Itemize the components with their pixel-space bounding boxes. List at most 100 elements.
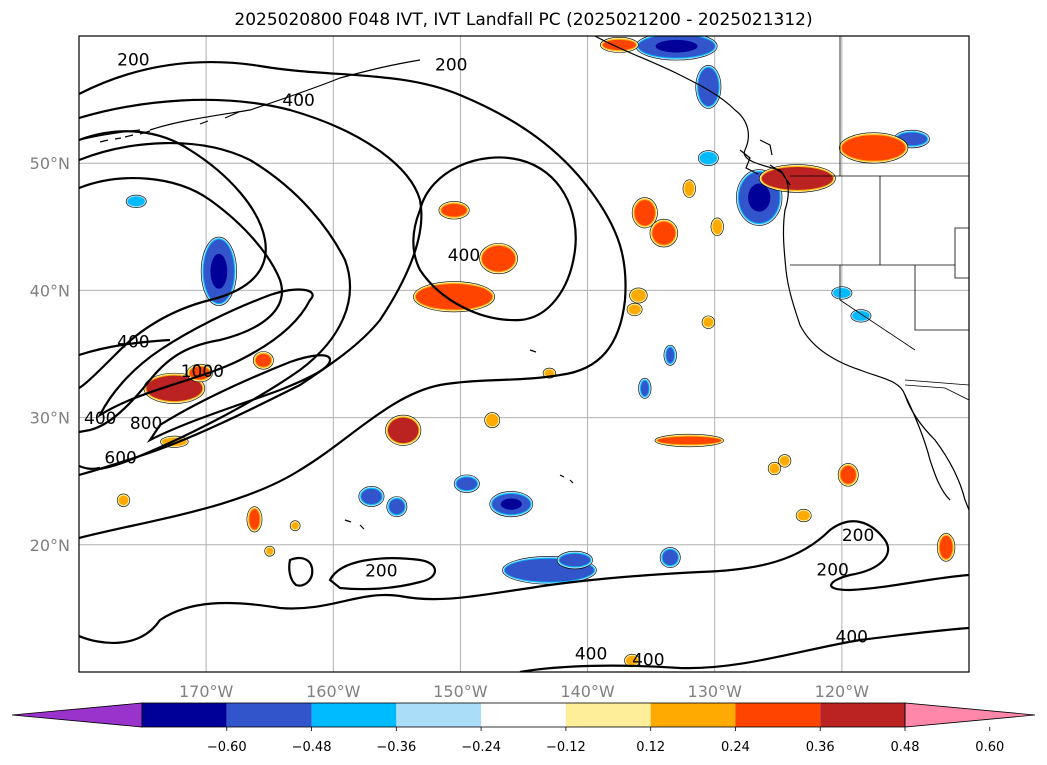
positive-pc-blob	[143, 372, 206, 404]
contour-value-label: 200	[365, 562, 397, 582]
ivt-contours	[79, 61, 969, 672]
positive-pc-blob	[413, 281, 496, 313]
contour-200-south	[79, 520, 969, 644]
negative-pc-blob	[697, 150, 719, 167]
contour-600-inner	[79, 177, 283, 434]
colorbar-tick-label: −0.12	[546, 740, 586, 755]
negative-pc-blob	[386, 496, 408, 518]
colorbar-segment	[226, 703, 312, 727]
aleutians	[99, 111, 240, 143]
lon-tick-label: 160°W	[306, 682, 361, 701]
map-frame	[78, 35, 970, 673]
colorbar-tick-label: −0.24	[461, 740, 501, 755]
positive-pc-blob	[624, 653, 640, 668]
negative-pc-blob	[850, 309, 872, 323]
colorbar-frame	[141, 702, 906, 728]
colorbar-tick-label: −0.48	[292, 740, 332, 755]
contour-value-label: 200	[842, 526, 874, 546]
colorbar-extend-low	[11, 702, 143, 728]
negative-pc-blob	[358, 486, 385, 507]
positive-pc-blob	[767, 461, 782, 476]
lat-tick-label: 50°N	[30, 154, 70, 173]
contour-400-south	[519, 626, 969, 672]
mexico-border	[904, 384, 969, 401]
positive-pc-blob	[839, 132, 909, 164]
contour-value-label: 400	[575, 644, 607, 664]
contour-600	[79, 142, 352, 470]
contour-200-hook	[288, 557, 314, 587]
colorbar-segment	[396, 703, 482, 727]
negative-pc-blob	[638, 377, 652, 399]
positive-pc-blob	[479, 243, 518, 275]
colorbar-segment	[735, 703, 821, 727]
colorbar-segment	[142, 703, 227, 727]
positive-pc-blob	[758, 164, 836, 193]
baja-coast	[904, 394, 951, 501]
colorbar-segment	[311, 703, 397, 727]
landfall-pc-shading	[116, 36, 956, 668]
positive-pc-blob	[289, 520, 301, 532]
map-title: 2025020800 F048 IVT, IVT Landfall PC (20…	[234, 10, 813, 30]
positive-pc-blob	[631, 197, 658, 229]
colorbar-segment	[650, 703, 736, 727]
contour-200-north	[79, 61, 627, 540]
lat-tick-label: 30°N	[30, 409, 70, 428]
positive-pc-blob	[600, 37, 639, 53]
lon-tick-label: 120°W	[815, 682, 870, 701]
contour-800	[97, 288, 314, 419]
contour-value-label: 400	[84, 409, 116, 429]
positive-pc-blob	[682, 179, 696, 198]
contour-value-label: 200	[816, 560, 848, 580]
state-borders	[790, 176, 969, 386]
contour-value-label: 1000	[181, 362, 224, 382]
contour-value-label: 400	[632, 651, 664, 671]
coastlines	[79, 36, 969, 530]
positive-pc-blob	[936, 533, 956, 562]
lon-tick-label: 140°W	[560, 682, 615, 701]
positive-pc-blob	[438, 201, 470, 220]
contour-value-label: 600	[104, 448, 136, 468]
hawaii-islands	[344, 349, 574, 530]
negative-pc-blob	[453, 474, 480, 493]
colorbar-extend-high	[904, 702, 1036, 728]
positive-pc-blob	[629, 287, 648, 304]
colorbar-segment	[481, 703, 566, 727]
contour-arm	[79, 130, 267, 389]
positive-pc-blob	[484, 412, 501, 429]
colorbar-tick-label: 0.60	[975, 740, 1004, 755]
lat-tick-label: 40°N	[30, 281, 70, 300]
positive-pc-blob	[837, 463, 859, 487]
colorbar-segment	[820, 703, 905, 727]
contour-1000	[146, 354, 332, 443]
contour-labels: 200 200 400 400 400 400 1000 800 600 200 200 200 400…	[84, 50, 874, 670]
positive-pc-blob	[701, 315, 715, 329]
negative-pc-blob	[125, 194, 147, 208]
contour-value-label: 400	[448, 246, 480, 266]
positive-pc-blob	[778, 454, 792, 468]
negative-pc-blob	[635, 36, 718, 61]
positive-pc-blob	[649, 218, 679, 248]
colorbar-segment	[565, 703, 651, 727]
colorbar-tick-label: 0.48	[891, 740, 920, 755]
positive-pc-blob	[264, 545, 276, 557]
contour-value-label: 400	[117, 333, 149, 353]
contour-value-label: 400	[836, 628, 868, 648]
contour-value-label: 800	[130, 414, 162, 434]
contour-value-label: 200	[435, 55, 467, 75]
alaska-coast	[79, 59, 421, 141]
negative-pc-blob	[695, 64, 722, 109]
bc-islands	[739, 139, 791, 186]
colorbar: −0.60 −0.48 −0.36 −0.24 −0.12 0.12 0.24 0.36 0.4…	[11, 702, 1036, 755]
positive-pc-blob	[710, 217, 724, 236]
lon-tick-label: 150°W	[433, 682, 488, 701]
positive-pc-blob	[626, 302, 643, 317]
north-america-coast	[594, 36, 969, 511]
negative-pc-blob	[831, 286, 853, 300]
positive-pc-blob	[795, 508, 812, 523]
negative-pc-blob	[200, 236, 237, 306]
axis-tick-labels: 50°N 40°N 30°N 20°N 170°W 160°W 150°W 140°W 130°…	[30, 154, 870, 701]
colorbar-tick-label: 0.12	[636, 740, 665, 755]
positive-pc-blob	[385, 414, 422, 446]
colorbar-tick-label: −0.36	[376, 740, 416, 755]
